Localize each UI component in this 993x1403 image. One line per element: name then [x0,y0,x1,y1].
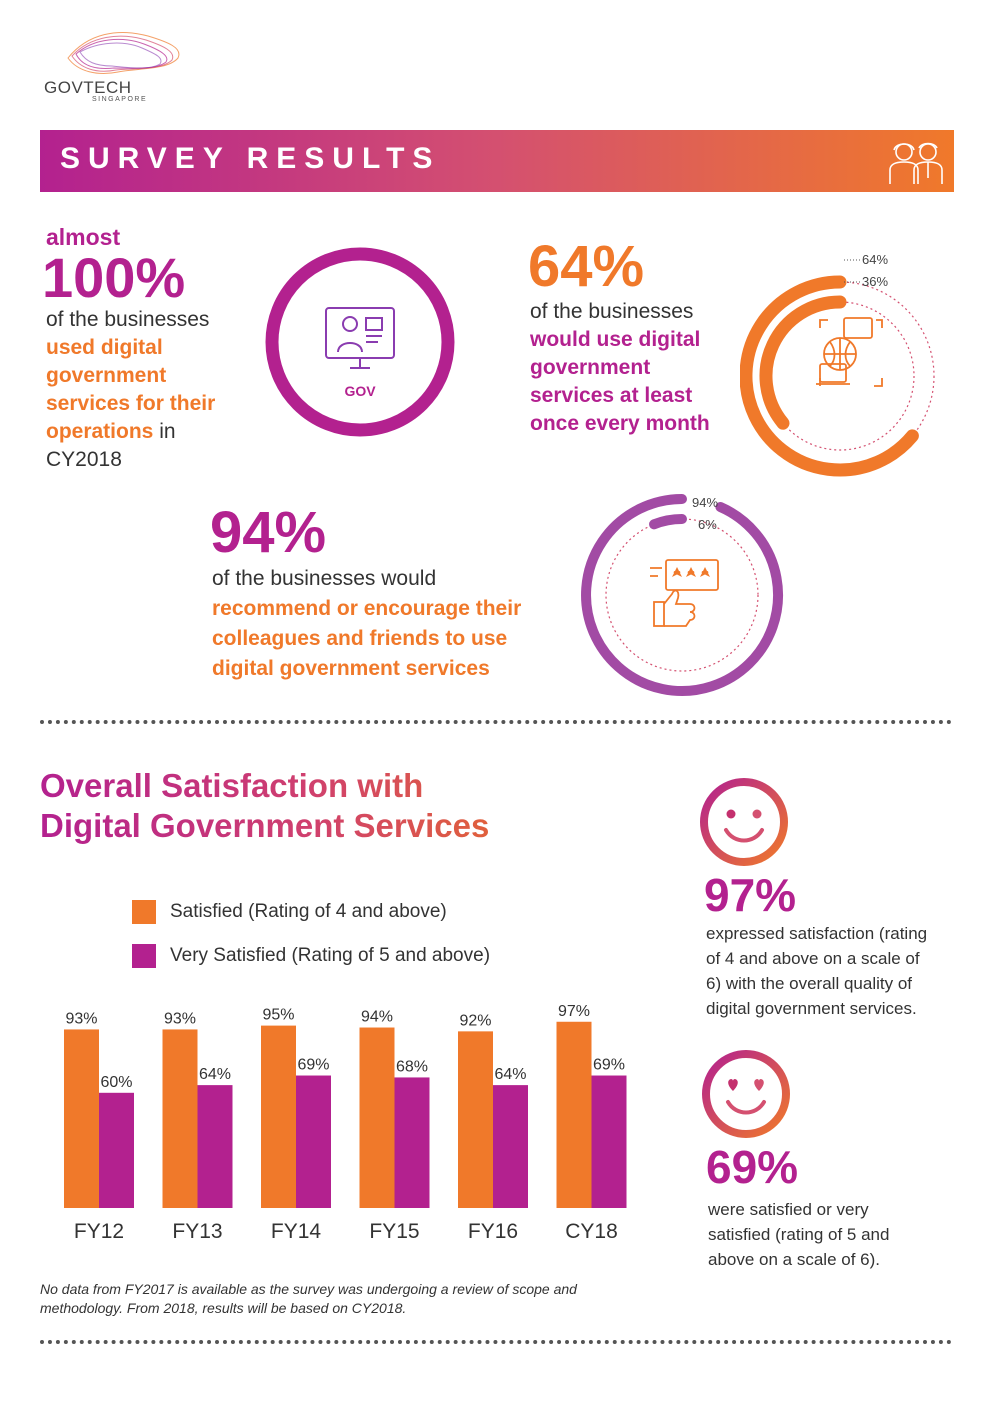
donut2-label-inner: 36% [862,274,888,289]
stat3-value: 94% [210,500,327,565]
bar-fy14-very-satisfied [296,1075,331,1208]
bar-fy12-satisfied [64,1029,99,1208]
value-label-cy18-very-satisfied: 69% [593,1057,625,1074]
people-icon [889,142,943,184]
bar-fy13-very-satisfied [197,1085,233,1208]
x-tick-fy13: FY13 [172,1220,222,1243]
value-label-fy15-very-satisfied: 68% [396,1058,428,1075]
value-label-fy14-satisfied: 95% [262,1007,294,1024]
bottom-divider [40,1340,952,1344]
donut-segment-36 [759,295,847,430]
legend-label-very-satisfied: Very Satisfied (Rating of 5 and above) [170,945,491,966]
value-label-fy13-very-satisfied: 64% [199,1066,231,1083]
value-label-fy16-satisfied: 92% [459,1012,491,1029]
satisfaction-bar-chart: 93% 60% FY12 93% 64% FY13 95% 69% FY14 94% 68% FY15… [64,1003,627,1243]
stat2-text: of the businesses would use digital gove… [530,300,710,435]
donut3-label-outer: 94% [692,495,718,510]
gov-computer-icon: GOV [265,247,455,437]
side1-value: 97% [704,869,797,921]
value-label-cy18-satisfied: 97% [558,1003,590,1020]
stat1-value: 100% [42,246,186,309]
bar-cy18-very-satisfied [591,1075,627,1208]
gov-label: GOV [344,383,376,399]
bar-fy16-very-satisfied [493,1085,528,1208]
stat3-text: of the businesses would recommend or enc… [212,567,522,680]
chart-title: Overall Satisfaction with Digital Govern… [40,767,490,844]
bar-fy12-very-satisfied [99,1092,134,1208]
donut-segment-6 [649,513,687,530]
stat2-donut: 64% 36% [740,252,935,477]
bar-fy14-satisfied [261,1025,296,1208]
bar-fy13-satisfied [162,1029,198,1208]
stat2-value: 64% [528,234,645,299]
bar-fy16-satisfied [458,1031,493,1208]
smiley-face-icon [700,778,788,866]
donut-segment-94 [581,494,784,696]
x-tick-fy12: FY12 [74,1220,124,1243]
chart-footnote: No data from FY2017 is available as the … [40,1281,577,1316]
x-tick-fy14: FY14 [271,1220,322,1243]
stat1-prefix: almost [46,224,121,250]
bar-cy18-satisfied [556,1021,592,1208]
bar-fy15-satisfied [359,1027,395,1208]
globe-laptop-icon [816,317,883,387]
x-tick-fy15: FY15 [369,1220,419,1243]
value-label-fy15-satisfied: 94% [361,1009,393,1026]
legend-label-satisfied: Satisfied (Rating of 4 and above) [170,901,447,922]
side2-value: 69% [706,1141,799,1193]
side2-text: were satisfied or very satisfied (rating… [708,1200,890,1269]
govtech-logo-mark [67,31,180,74]
legend-swatch-very-satisfied [132,944,156,968]
value-label-fy14-very-satisfied: 69% [297,1057,329,1074]
banner-title: SURVEY RESULTS [60,142,441,175]
logo-wordmark: GOVTECH [44,78,132,97]
bar-fy15-very-satisfied [394,1077,430,1208]
donut-segment-64 [740,275,919,477]
logo-subtitle: SINGAPORE [92,96,148,103]
heart-eyes-smiley-icon [702,1050,790,1138]
value-label-fy16-very-satisfied: 64% [494,1066,526,1083]
section-banner [40,130,954,192]
donut2-label-outer: 64% [862,252,888,267]
legend-swatch-satisfied [132,900,156,924]
x-tick-fy16: FY16 [468,1220,518,1243]
thumbs-up-rating-icon [650,559,719,627]
value-label-fy12-satisfied: 93% [65,1010,97,1027]
value-label-fy13-satisfied: 93% [164,1010,196,1027]
x-tick-cy18: CY18 [565,1220,618,1243]
side1-text: expressed satisfaction (rating of 4 and … [706,924,928,1018]
section-divider [40,720,952,724]
stat3-donut: 94% 6% [581,494,784,696]
value-label-fy12-very-satisfied: 60% [100,1074,132,1091]
donut3-label-inner: 6% [698,517,717,532]
stat1-text: of the businesses used digital governmen… [46,308,216,471]
